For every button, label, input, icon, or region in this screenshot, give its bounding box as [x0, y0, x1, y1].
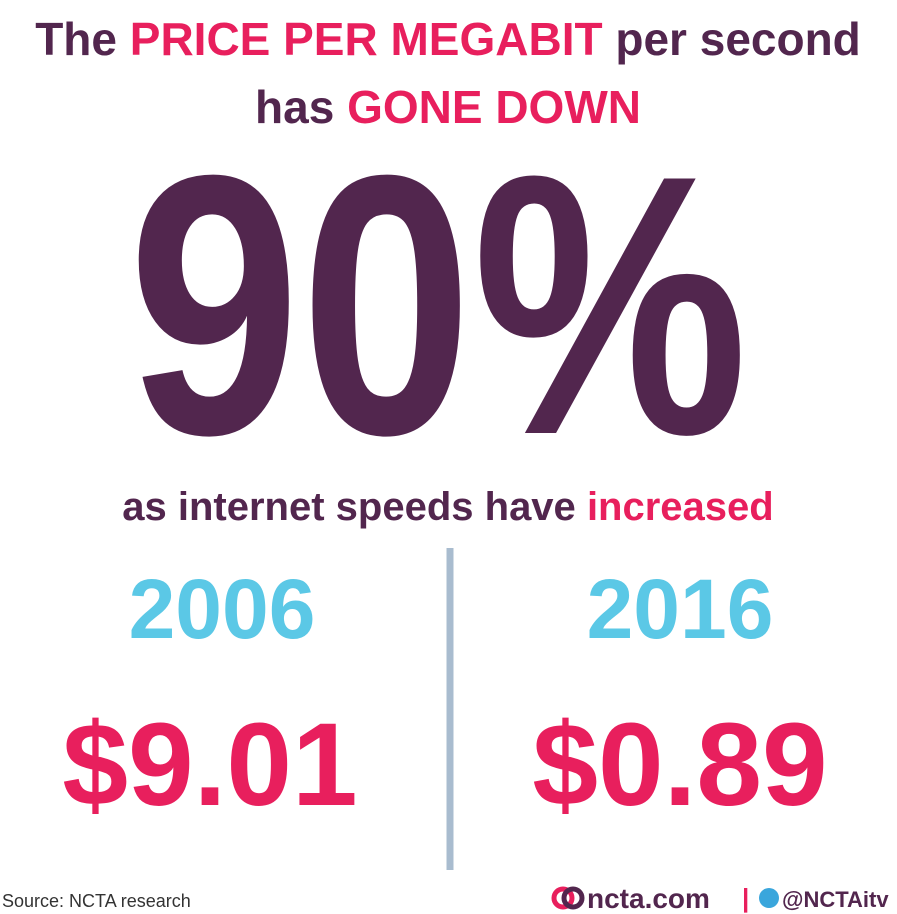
subhead-emphasis: increased [587, 485, 774, 529]
site: ncta.com [587, 883, 710, 914]
twitter-icon [759, 888, 779, 908]
headline-text: has [255, 81, 334, 133]
headline-emphasis: PRICE PER MEGABIT [130, 13, 603, 65]
price: $0.89 [532, 699, 827, 831]
headline-text: The [35, 13, 117, 65]
headline-line1: The PRICE PER MEGABIT per second [35, 13, 861, 65]
price: $9.01 [62, 699, 357, 831]
year: 2006 [129, 562, 316, 656]
subhead: as internet speeds have increased [122, 485, 773, 529]
headline-text: per second [615, 13, 860, 65]
handle: @NCTAitv [782, 887, 889, 912]
logo-ring [551, 886, 575, 910]
logo-ring [561, 886, 585, 910]
headline-emphasis: GONE DOWN [347, 81, 641, 133]
subhead-text: as internet speeds have [122, 485, 576, 529]
big-stat: 90% [128, 99, 748, 512]
year: 2016 [587, 562, 774, 656]
separator: | [742, 883, 749, 913]
source: Source: NCTA research [2, 891, 191, 911]
headline-line2: has GONE DOWN [255, 81, 641, 133]
